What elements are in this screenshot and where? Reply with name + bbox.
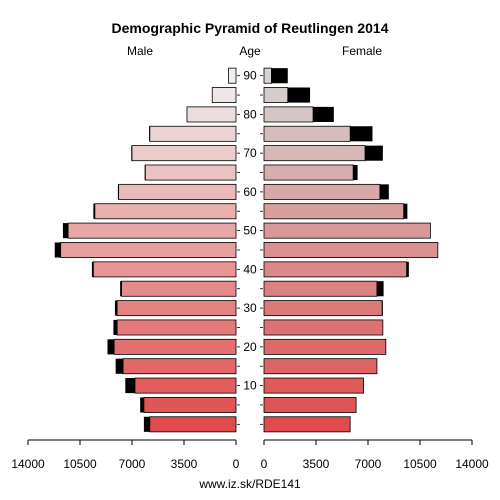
male-excess-bar-55-59 bbox=[93, 203, 95, 219]
male-excess-bar-20-24 bbox=[107, 339, 115, 355]
age-tick-label: 70 bbox=[243, 146, 257, 160]
male-bar-70-74 bbox=[131, 145, 237, 162]
female-excess-bar-90+ bbox=[271, 68, 288, 84]
male-excess-bar-15-19 bbox=[115, 358, 124, 374]
female-bar-75-79 bbox=[263, 125, 351, 142]
male-excess-bar-40-44 bbox=[91, 261, 94, 277]
source-label: www.iz.sk/RDE141 bbox=[198, 477, 301, 491]
male-bar-20-24 bbox=[113, 338, 237, 355]
male-excess-bar-70-74 bbox=[131, 145, 132, 161]
female-bar-30-34 bbox=[263, 300, 383, 317]
male-label: Male bbox=[127, 44, 153, 58]
female-excess-bar-30-34 bbox=[382, 300, 383, 316]
female-x-tick-label: 10500 bbox=[403, 457, 437, 471]
age-tick-label: 40 bbox=[243, 262, 257, 276]
female-bar-90+ bbox=[263, 67, 272, 84]
female-excess-bar-35-39 bbox=[376, 281, 384, 297]
female-excess-bar-40-44 bbox=[406, 261, 409, 277]
male-bar-85-89 bbox=[211, 87, 237, 104]
male-bar-25-29 bbox=[116, 319, 237, 336]
male-excess-bar-0-4 bbox=[143, 416, 150, 432]
female-x-tick-label: 7000 bbox=[355, 457, 382, 471]
female-label: Female bbox=[342, 44, 382, 58]
male-excess-bar-50-54 bbox=[62, 223, 69, 239]
female-bar-70-74 bbox=[263, 145, 366, 162]
male-bar-75-79 bbox=[149, 125, 237, 142]
female-bar-35-39 bbox=[263, 280, 378, 297]
female-excess-bar-70-74 bbox=[365, 145, 383, 161]
axes-group: 10 20 30 40 50 60 70 80 90 0 0 3500 3500 7000 7000 1050… bbox=[11, 69, 489, 471]
male-excess-bar-35-39 bbox=[120, 281, 122, 297]
female-excess-bar-65-69 bbox=[353, 164, 358, 181]
male-excess-bar-30-34 bbox=[114, 300, 118, 316]
male-bar-45-49 bbox=[60, 242, 237, 258]
female-bar-15-19 bbox=[263, 358, 378, 375]
age-label: Age bbox=[239, 44, 261, 58]
male-bar-35-39 bbox=[121, 280, 237, 297]
female-bar-5-9 bbox=[263, 396, 357, 413]
male-bar-5-9 bbox=[143, 396, 237, 413]
male-bar-65-69 bbox=[144, 164, 237, 181]
age-tick-label: 50 bbox=[243, 224, 257, 238]
male-x-tick-label: 10500 bbox=[63, 457, 97, 471]
chart-title: Demographic Pyramid of Reutlingen 2014 bbox=[112, 20, 389, 36]
male-bar-90+ bbox=[228, 67, 237, 84]
female-bar-10-14 bbox=[263, 377, 364, 394]
female-bar-65-69 bbox=[263, 164, 354, 181]
male-bar-40-44 bbox=[92, 261, 237, 278]
age-tick-label: 60 bbox=[243, 185, 257, 199]
female-excess-bar-75-79 bbox=[350, 126, 373, 142]
age-tick-label: 30 bbox=[243, 301, 257, 315]
female-bar-60-64 bbox=[263, 183, 381, 200]
age-tick-label: 20 bbox=[243, 340, 257, 354]
male-excess-bar-5-9 bbox=[140, 397, 144, 413]
female-bar-45-49 bbox=[263, 242, 439, 258]
male-bar-50-54 bbox=[67, 222, 237, 239]
female-x-tick-label: 0 bbox=[261, 457, 268, 471]
male-excess-bar-25-29 bbox=[113, 319, 118, 336]
male-bar-30-34 bbox=[116, 300, 237, 317]
male-bar-55-59 bbox=[94, 203, 237, 220]
female-bar-80-84 bbox=[263, 106, 314, 123]
male-bar-10-14 bbox=[134, 377, 237, 394]
female-excess-bar-85-89 bbox=[287, 87, 311, 103]
male-x-tick-label: 3500 bbox=[171, 457, 198, 471]
female-excess-bar-80-84 bbox=[313, 106, 334, 122]
female-x-tick-label: 14000 bbox=[455, 457, 489, 471]
male-excess-bar-45-49 bbox=[54, 242, 61, 258]
male-bar-60-64 bbox=[118, 183, 237, 200]
female-bar-25-29 bbox=[263, 319, 384, 336]
female-bar-50-54 bbox=[263, 222, 431, 239]
female-bar-85-89 bbox=[263, 87, 289, 104]
age-tick-label: 80 bbox=[243, 107, 257, 121]
age-tick-label: 90 bbox=[243, 69, 257, 83]
female-bar-20-24 bbox=[263, 338, 387, 355]
female-bar-55-59 bbox=[263, 203, 405, 220]
male-excess-bar-10-14 bbox=[125, 378, 135, 394]
female-bar-40-44 bbox=[263, 261, 408, 278]
female-excess-bar-55-59 bbox=[403, 203, 408, 219]
male-bar-80-84 bbox=[186, 106, 237, 123]
male-x-tick-label: 7000 bbox=[119, 457, 146, 471]
female-excess-bar-60-64 bbox=[379, 184, 389, 200]
male-bar-0-4 bbox=[149, 416, 237, 433]
female-x-tick-label: 3500 bbox=[303, 457, 330, 471]
female-bar-0-4 bbox=[263, 416, 351, 433]
male-excess-bar-65-69 bbox=[144, 164, 146, 181]
male-x-tick-label: 0 bbox=[233, 457, 240, 471]
male-excess-bar-75-79 bbox=[149, 126, 150, 142]
male-excess-bar-60-64 bbox=[117, 184, 119, 200]
age-tick-label: 10 bbox=[243, 379, 257, 393]
male-x-tick-label: 14000 bbox=[11, 457, 45, 471]
bars-group bbox=[54, 67, 439, 433]
male-bar-15-19 bbox=[122, 358, 237, 375]
